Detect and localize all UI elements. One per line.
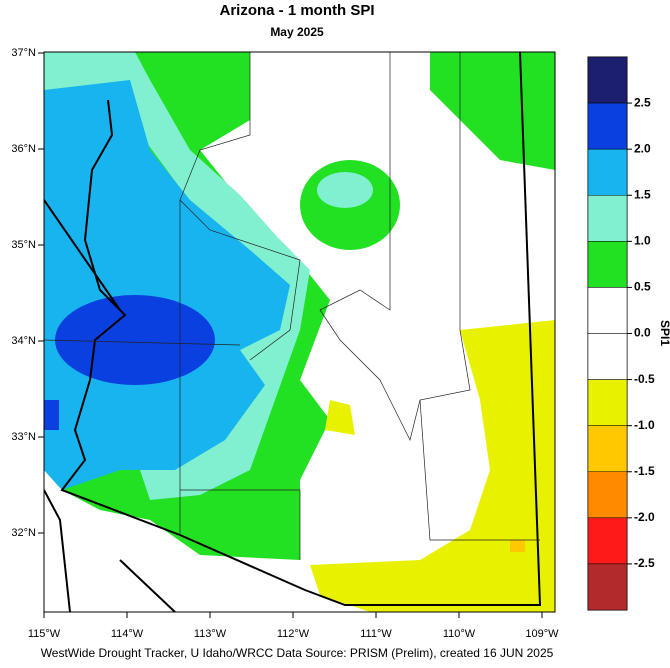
x-tick-label: 115°W: [28, 628, 61, 640]
y-tick-label: 34°N: [11, 335, 36, 347]
colorbar-bin: [587, 563, 628, 611]
colorbar-title: SPI1: [658, 320, 670, 346]
colorbar-tick-label: 0.0: [634, 326, 651, 340]
colorbar-tick-label: -0.5: [634, 372, 655, 386]
colorbar-bin: [587, 333, 628, 380]
colorbar-bin: [587, 148, 628, 196]
x-tick-label: 114°W: [111, 628, 144, 640]
colorbar-tick-label: 1.0: [634, 234, 651, 248]
colorbar-tick-label: -2.0: [634, 510, 655, 524]
colorbar-tick-label: 0.5: [634, 280, 651, 294]
colorbar-tick-label: 1.5: [634, 187, 651, 201]
colorbar-tick-label: -2.5: [634, 556, 655, 570]
x-tick-label: 109°W: [525, 628, 559, 640]
y-tick-label: 33°N: [11, 431, 36, 443]
colorbar-bin: [587, 241, 628, 288]
colorbar-bin: [587, 102, 628, 150]
colorbar-tick-label: 2.0: [634, 141, 651, 155]
colorbar-bin: [587, 56, 628, 104]
colorbar-bin: [587, 517, 628, 565]
x-tick-label: 113°W: [194, 628, 227, 640]
y-tick-label: 32°N: [11, 527, 36, 539]
colorbar-tick-label: -1.5: [634, 464, 655, 478]
x-tick-label: 112°W: [277, 628, 310, 640]
subtitle: May 2025: [270, 25, 324, 39]
colorbar-bin: [587, 287, 628, 334]
map: [44, 52, 555, 612]
y-tick-label: 35°N: [11, 239, 36, 251]
title: Arizona - 1 month SPI: [219, 2, 374, 19]
colorbar-bin: [587, 379, 628, 426]
colorbar-tick-label: 2.5: [634, 95, 651, 109]
colorbar-bin: [587, 471, 628, 519]
x-tick-label: 110°W: [443, 628, 476, 640]
colorbar-tick-label: -1.0: [634, 418, 655, 432]
y-tick-label: 36°N: [11, 143, 36, 155]
x-tick-label: 111°W: [360, 628, 392, 640]
plot-frame: [43, 51, 556, 613]
colorbar-bin: [587, 195, 628, 242]
y-tick-label: 37°N: [11, 47, 36, 59]
colorbar-bin: [587, 425, 628, 472]
credit: WestWide Drought Tracker, U Idaho/WRCC D…: [41, 646, 554, 660]
